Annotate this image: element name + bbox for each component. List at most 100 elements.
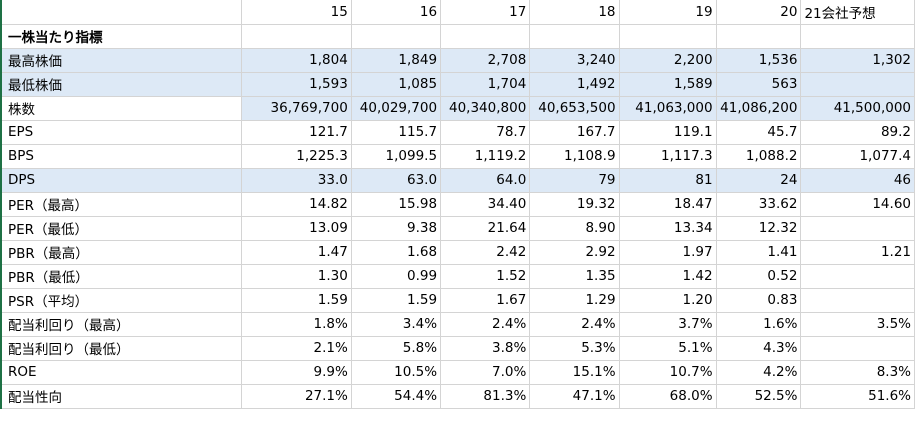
value-cell[interactable]: 7.0% xyxy=(440,360,531,385)
row-label-cell[interactable]: BPS xyxy=(0,144,242,169)
value-cell[interactable]: 121.7 xyxy=(241,120,352,145)
row-label-cell[interactable]: 最低株価 xyxy=(0,72,242,97)
value-cell[interactable]: 1.97 xyxy=(619,240,717,265)
value-cell[interactable]: 14.82 xyxy=(241,192,352,217)
value-cell[interactable]: 3.4% xyxy=(351,312,442,337)
value-cell[interactable]: 0.83 xyxy=(716,288,802,313)
value-cell[interactable]: 5.3% xyxy=(529,336,620,361)
value-cell[interactable]: 40,653,500 xyxy=(529,96,620,121)
value-cell[interactable] xyxy=(529,24,620,49)
value-cell[interactable]: 1.8% xyxy=(241,312,352,337)
year-header-cell[interactable]: 21会社予想 xyxy=(800,0,915,25)
value-cell[interactable]: 1,302 xyxy=(800,48,915,73)
value-cell[interactable]: 89.2 xyxy=(800,120,915,145)
value-cell[interactable]: 18.47 xyxy=(619,192,717,217)
value-cell[interactable]: 81 xyxy=(619,168,717,193)
value-cell[interactable]: 41,063,000 xyxy=(619,96,717,121)
value-cell[interactable]: 15.98 xyxy=(351,192,442,217)
value-cell[interactable]: 2.92 xyxy=(529,240,620,265)
value-cell[interactable]: 1,593 xyxy=(241,72,352,97)
row-label-cell[interactable]: 配当性向 xyxy=(0,384,242,409)
value-cell[interactable]: 54.4% xyxy=(351,384,442,409)
value-cell[interactable] xyxy=(800,288,915,313)
value-cell[interactable]: 47.1% xyxy=(529,384,620,409)
value-cell[interactable]: 167.7 xyxy=(529,120,620,145)
value-cell[interactable]: 10.5% xyxy=(351,360,442,385)
row-label-cell[interactable]: DPS xyxy=(0,168,242,193)
value-cell[interactable]: 4.2% xyxy=(716,360,802,385)
value-cell[interactable]: 3.5% xyxy=(800,312,915,337)
value-cell[interactable]: 8.3% xyxy=(800,360,915,385)
value-cell[interactable]: 2.4% xyxy=(440,312,531,337)
value-cell[interactable]: 563 xyxy=(716,72,802,97)
value-cell[interactable]: 40,029,700 xyxy=(351,96,442,121)
value-cell[interactable] xyxy=(800,72,915,97)
value-cell[interactable]: 34.40 xyxy=(440,192,531,217)
value-cell[interactable]: 10.7% xyxy=(619,360,717,385)
value-cell[interactable]: 1,225.3 xyxy=(241,144,352,169)
value-cell[interactable]: 64.0 xyxy=(440,168,531,193)
year-header-cell[interactable]: 18 xyxy=(529,0,620,25)
value-cell[interactable]: 0.52 xyxy=(716,264,802,289)
value-cell[interactable]: 27.1% xyxy=(241,384,352,409)
value-cell[interactable]: 33.0 xyxy=(241,168,352,193)
value-cell[interactable]: 1,117.3 xyxy=(619,144,717,169)
value-cell[interactable] xyxy=(800,336,915,361)
year-header-cell[interactable]: 16 xyxy=(351,0,442,25)
value-cell[interactable]: 12.32 xyxy=(716,216,802,241)
row-label-cell[interactable]: ROE xyxy=(0,360,242,385)
row-label-cell[interactable]: PER（最高） xyxy=(0,192,242,217)
value-cell[interactable]: 2,200 xyxy=(619,48,717,73)
value-cell[interactable] xyxy=(619,24,717,49)
row-label-cell[interactable]: PSR（平均） xyxy=(0,288,242,313)
value-cell[interactable]: 1,119.2 xyxy=(440,144,531,169)
value-cell[interactable]: 1,536 xyxy=(716,48,802,73)
value-cell[interactable]: 1,589 xyxy=(619,72,717,97)
row-label-cell[interactable]: EPS xyxy=(0,120,242,145)
value-cell[interactable]: 2.42 xyxy=(440,240,531,265)
value-cell[interactable]: 9.9% xyxy=(241,360,352,385)
value-cell[interactable]: 2,708 xyxy=(440,48,531,73)
year-header-cell[interactable]: 17 xyxy=(440,0,531,25)
value-cell[interactable]: 8.90 xyxy=(529,216,620,241)
value-cell[interactable]: 115.7 xyxy=(351,120,442,145)
value-cell[interactable]: 3.7% xyxy=(619,312,717,337)
value-cell[interactable]: 68.0% xyxy=(619,384,717,409)
value-cell[interactable] xyxy=(800,24,915,49)
value-cell[interactable]: 13.34 xyxy=(619,216,717,241)
value-cell[interactable]: 1.59 xyxy=(351,288,442,313)
year-header-cell[interactable]: 19 xyxy=(619,0,717,25)
value-cell[interactable]: 2.1% xyxy=(241,336,352,361)
value-cell[interactable]: 1.21 xyxy=(800,240,915,265)
value-cell[interactable] xyxy=(440,24,531,49)
year-header-cell[interactable]: 20 xyxy=(716,0,802,25)
row-label-cell[interactable]: 配当利回り（最高） xyxy=(0,312,242,337)
value-cell[interactable]: 1,085 xyxy=(351,72,442,97)
value-cell[interactable]: 1.20 xyxy=(619,288,717,313)
value-cell[interactable]: 4.3% xyxy=(716,336,802,361)
value-cell[interactable] xyxy=(716,24,802,49)
year-header-cell[interactable]: 15 xyxy=(241,0,352,25)
value-cell[interactable]: 41,500,000 xyxy=(800,96,915,121)
row-label-cell[interactable]: PER（最低） xyxy=(0,216,242,241)
value-cell[interactable]: 41,086,200 xyxy=(716,96,802,121)
value-cell[interactable]: 1.68 xyxy=(351,240,442,265)
value-cell[interactable]: 0.99 xyxy=(351,264,442,289)
value-cell[interactable]: 1.47 xyxy=(241,240,352,265)
value-cell[interactable]: 63.0 xyxy=(351,168,442,193)
row-label-cell[interactable]: 株数 xyxy=(0,96,242,121)
value-cell[interactable]: 13.09 xyxy=(241,216,352,241)
value-cell[interactable] xyxy=(241,24,352,49)
value-cell[interactable]: 81.3% xyxy=(440,384,531,409)
value-cell[interactable]: 46 xyxy=(800,168,915,193)
value-cell[interactable]: 3.8% xyxy=(440,336,531,361)
row-label-cell[interactable]: 最高株価 xyxy=(0,48,242,73)
value-cell[interactable]: 1.30 xyxy=(241,264,352,289)
value-cell[interactable]: 1.35 xyxy=(529,264,620,289)
value-cell[interactable]: 33.62 xyxy=(716,192,802,217)
row-label-cell[interactable]: 一株当たり指標 xyxy=(0,24,242,49)
value-cell[interactable]: 21.64 xyxy=(440,216,531,241)
value-cell[interactable]: 1,849 xyxy=(351,48,442,73)
value-cell[interactable]: 5.1% xyxy=(619,336,717,361)
row-label-cell[interactable]: 配当利回り（最低） xyxy=(0,336,242,361)
